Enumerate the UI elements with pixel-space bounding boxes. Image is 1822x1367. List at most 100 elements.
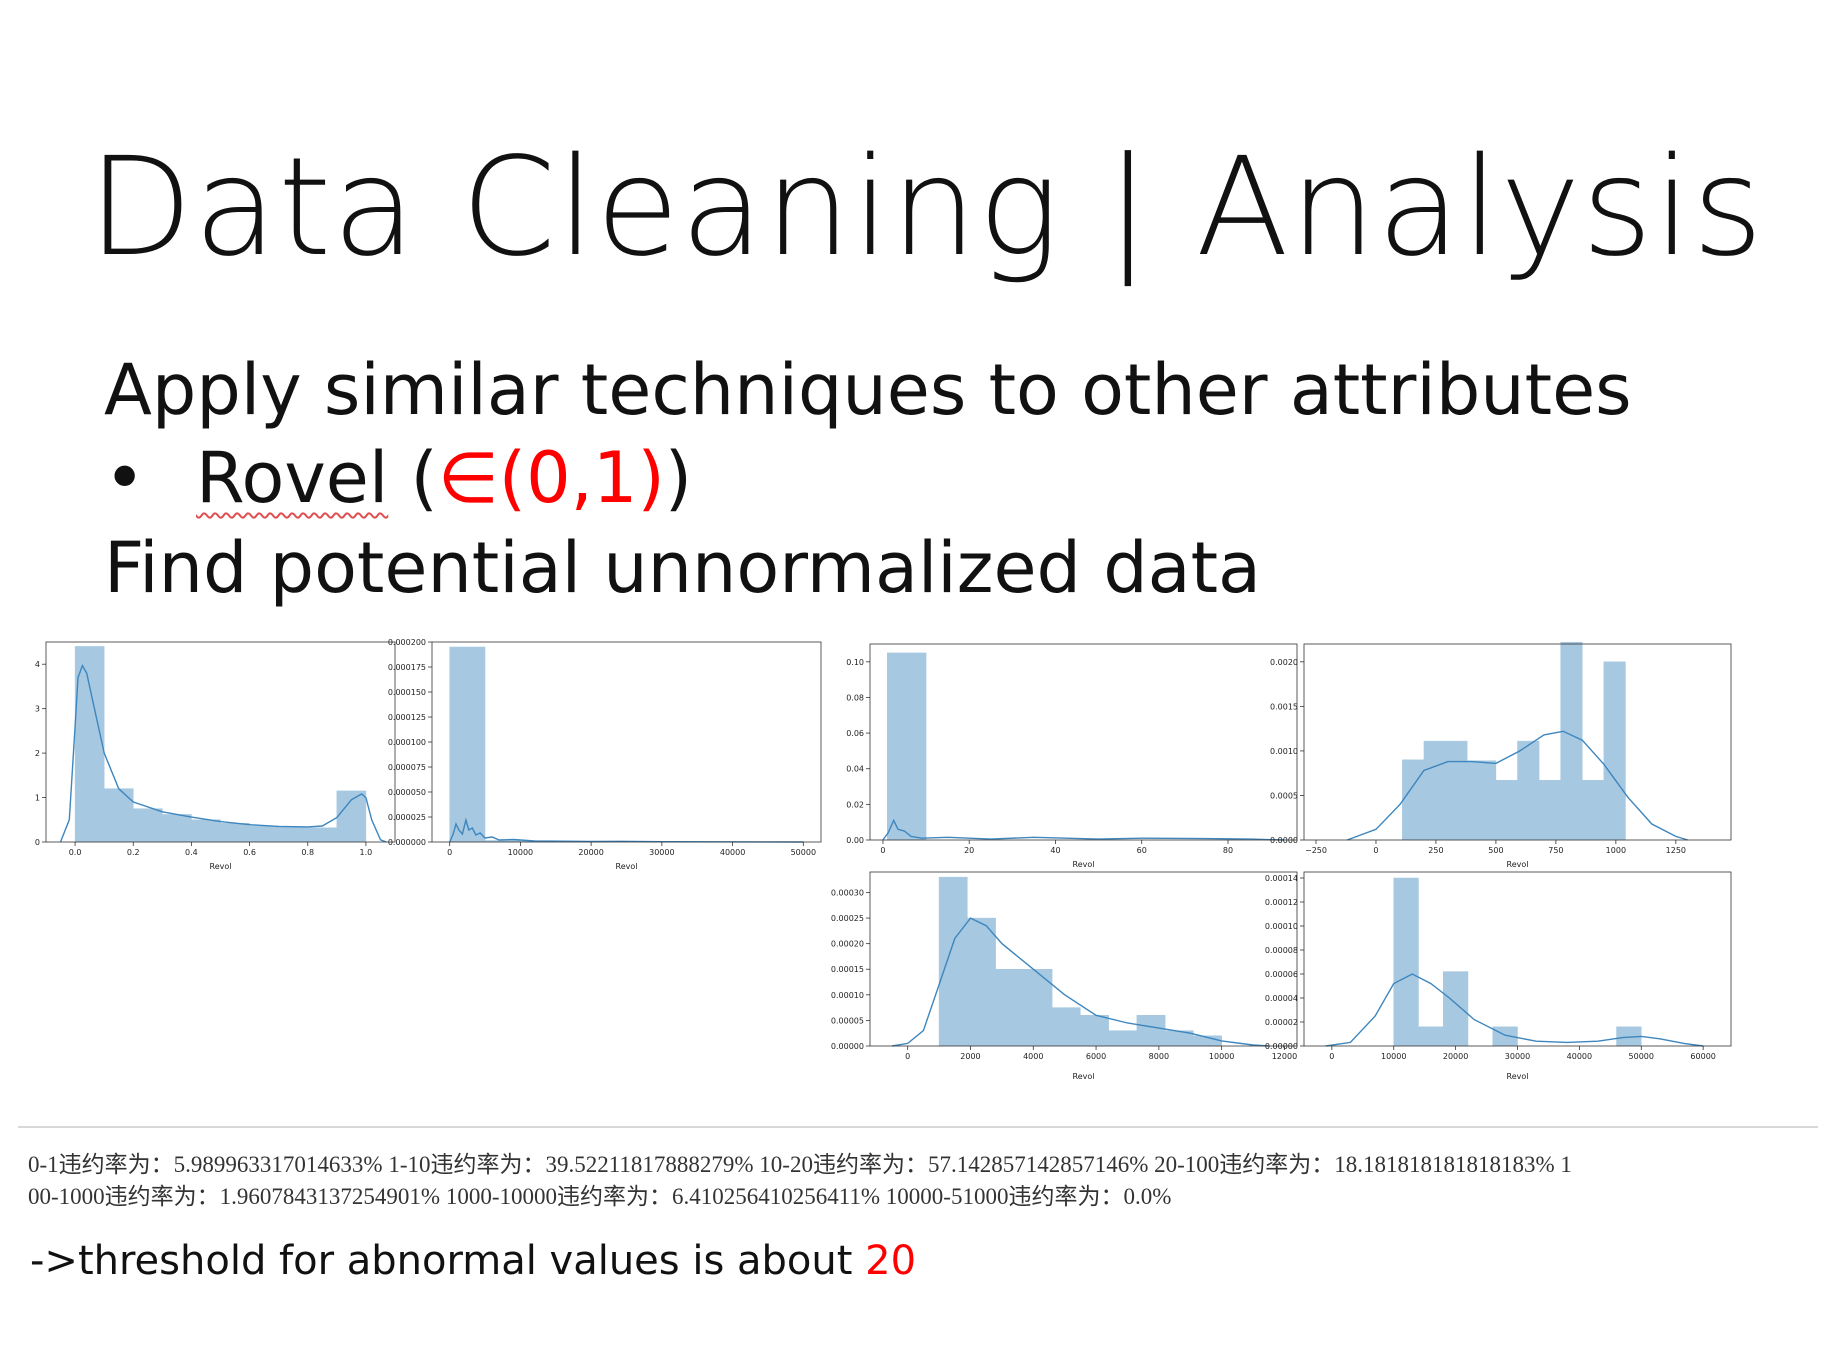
kde-curve: [882, 818, 1285, 841]
default-rate-output-line-1: 0-1违约率为：5.989963317014633% 1-10违约率为：39.5…: [28, 1152, 1572, 1177]
x-axis-label: Revol: [616, 862, 638, 871]
x-tick-label: 0: [447, 848, 452, 857]
x-tick-label: 8000: [1149, 1052, 1169, 1061]
x-tick-label: 250: [1428, 846, 1443, 855]
histogram-bar: [1538, 780, 1561, 841]
histogram-bar: [1108, 1030, 1138, 1047]
y-tick-label: 0.0015: [1270, 702, 1298, 711]
y-tick-label: 4: [35, 660, 40, 669]
y-tick-label: 0.0000: [1270, 836, 1298, 845]
y-tick-label: 0.000050: [388, 788, 426, 797]
histogram-bar: [1495, 780, 1518, 841]
x-tick-label: 40: [1050, 846, 1060, 855]
kde-curve: [59, 663, 387, 843]
kde-curve: [449, 817, 804, 843]
histogram-bar: [1442, 971, 1469, 1047]
histogram-bar: [220, 823, 250, 843]
x-tick-label: 20000: [578, 848, 603, 857]
x-tick-label: 50000: [791, 848, 816, 857]
x-tick-label: 80: [1223, 846, 1233, 855]
conclusion-text: ->threshold for abnormal values is about: [30, 1238, 866, 1284]
histogram-bar: [1402, 759, 1425, 841]
y-tick-label: 0.08: [846, 693, 864, 702]
histogram-bar: [103, 788, 134, 843]
y-tick-label: 0.00004: [1265, 994, 1298, 1003]
y-tick-label: 0.000175: [388, 663, 426, 672]
bullet-paren-close: ): [664, 437, 693, 519]
histogram-bar: [278, 827, 309, 843]
histogram-bar: [995, 968, 1025, 1047]
slide-title: Data Cleaning | Analysis: [88, 129, 1765, 287]
histogram-bar: [1517, 740, 1540, 841]
y-tick-label: 0.00025: [831, 914, 864, 923]
y-tick-label: 0.00000: [831, 1042, 864, 1051]
x-tick-label: 12000: [1272, 1052, 1297, 1061]
histogram-bar: [307, 827, 338, 843]
plot-frame: [45, 641, 396, 843]
bullet-dot: •: [104, 437, 146, 519]
x-tick-label: 0.0: [69, 848, 82, 857]
histogram-bar: [133, 808, 163, 843]
histogram-revol-full-range: 0.0 0.2 0.4 0.6 0.8 1.0 0 1 2 3 4 Revol: [35, 640, 397, 872]
x-tick-label: 30000: [1505, 1052, 1530, 1061]
bullet-range: ∈(0,1): [437, 437, 665, 519]
x-tick-label: 10000: [1209, 1052, 1234, 1061]
x-tick-label: 60000: [1690, 1052, 1715, 1061]
y-tick-label: 0.00020: [831, 940, 864, 949]
plot-frame: [431, 641, 822, 843]
bullet-item-rovel: • Rovel (∈(0,1)): [104, 440, 692, 517]
histogram-revol-zero-to-50000: 0 10000 20000 30000 40000 50000 0.000000 0.0000…: [388, 638, 823, 872]
x-tick-label: 2000: [960, 1052, 980, 1061]
y-tick-label: 0.00000: [1265, 1042, 1298, 1051]
x-tick-label: 20000: [1443, 1052, 1468, 1061]
threshold-value: 20: [865, 1238, 917, 1284]
x-tick-label: 1.0: [360, 848, 373, 857]
x-tick-label: 30000: [649, 848, 674, 857]
x-tick-label: 40000: [720, 848, 745, 857]
x-tick-label: 0: [880, 846, 885, 855]
histogram-revol-10000-to-51000: 0 10000 20000 30000 40000 50000 60000 0.00000 0.…: [1265, 870, 1733, 1082]
y-tick-label: 0.00005: [831, 1016, 864, 1025]
x-tick-label: 10000: [508, 848, 533, 857]
y-tick-label: 0.0005: [1270, 791, 1298, 800]
x-tick-label: −250: [1305, 846, 1327, 855]
y-tick-label: 0.06: [846, 729, 864, 738]
kde-curve: [891, 917, 1269, 1047]
histogram-bar: [1418, 1026, 1444, 1047]
x-tick-label: 0.8: [301, 848, 314, 857]
histogram-bar: [938, 876, 968, 1047]
histogram-bar: [336, 790, 367, 843]
x-tick-label: 10000: [1381, 1052, 1406, 1061]
y-tick-label: 0.00002: [1265, 1018, 1298, 1027]
y-tick-label: 0.000025: [388, 813, 426, 822]
chart-svg: −250 0 250 500 750 1000 1250 0.0000 0.0005 0.0010…: [1270, 641, 1732, 869]
y-tick-label: 0.000100: [388, 738, 426, 747]
chart-svg: 0 10000 20000 30000 40000 50000 60000 0.00000 0.…: [1265, 871, 1732, 1081]
conclusion-line: ->threshold for abnormal values is about…: [30, 1238, 916, 1284]
x-tick-label: 0: [905, 1052, 910, 1061]
x-tick-label: 0.6: [243, 848, 256, 857]
histogram-bar: [1136, 1015, 1166, 1047]
y-tick-label: 0: [35, 838, 40, 847]
bullet-paren-open: (: [388, 437, 438, 519]
y-tick-label: 0.02: [846, 800, 864, 809]
y-tick-label: 0.000075: [388, 763, 426, 772]
histogram-bar: [162, 814, 192, 843]
default-rate-output-line-2: 00-1000违约率为：1.9607843137254901% 1000-100…: [28, 1184, 1172, 1209]
histogram-bar: [1582, 780, 1605, 841]
y-tick-label: 0.000200: [388, 638, 426, 647]
x-tick-label: 50000: [1629, 1052, 1654, 1061]
x-tick-label: 0.2: [127, 848, 140, 857]
histogram-revol-100-to-1000: −250 0 250 500 750 1000 1250 0.0000 0.0005 0.0010…: [1270, 640, 1733, 870]
y-tick-label: 0.00014: [1265, 874, 1298, 883]
plot-frame: [1303, 643, 1732, 841]
plot-frame: [1303, 871, 1732, 1047]
histogram-bar: [1393, 877, 1419, 1047]
x-tick-label: 750: [1548, 846, 1563, 855]
y-tick-label: 0.04: [846, 765, 864, 774]
x-tick-label: 1250: [1666, 846, 1686, 855]
histogram-bar: [1560, 641, 1583, 841]
histogram-bar: [1466, 760, 1497, 841]
x-axis-label: Revol: [1507, 860, 1529, 869]
x-tick-label: 0.4: [185, 848, 198, 857]
